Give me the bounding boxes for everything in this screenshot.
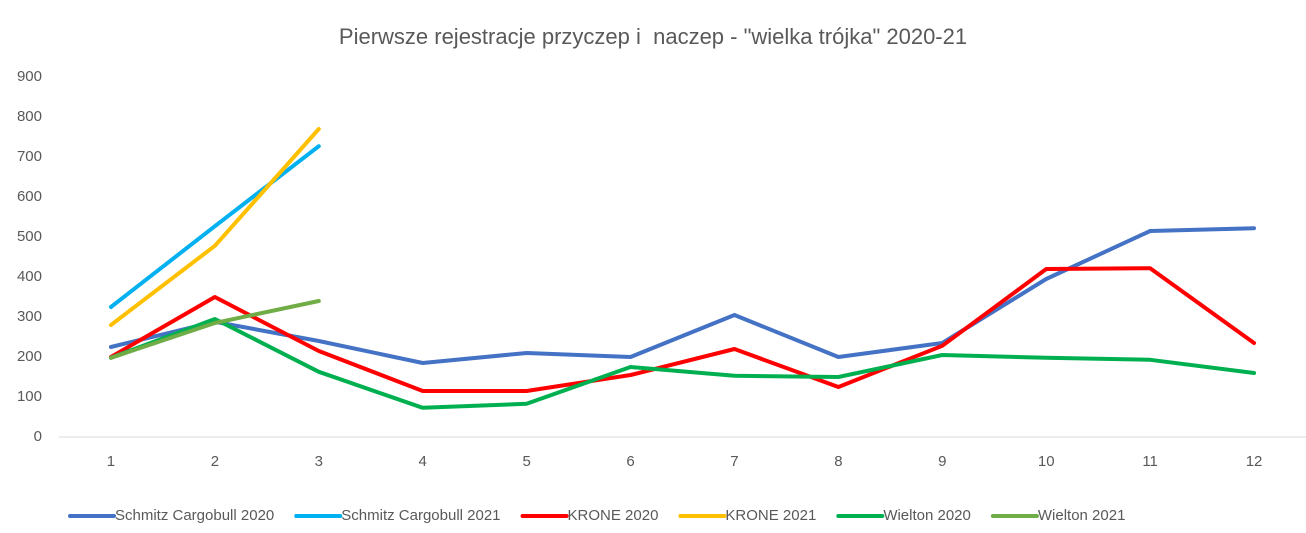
y-tick-label: 100 xyxy=(17,388,42,405)
x-tick-label: 9 xyxy=(938,453,946,470)
x-tick-label: 5 xyxy=(522,453,530,470)
line-series xyxy=(108,127,321,327)
x-tick-label: 2 xyxy=(211,453,219,470)
line-series xyxy=(108,317,1257,410)
x-tick-label: 7 xyxy=(730,453,738,470)
y-tick-label: 600 xyxy=(17,188,42,205)
y-tick-label: 900 xyxy=(17,68,42,85)
y-tick-label: 300 xyxy=(17,308,42,325)
line-series xyxy=(108,144,321,309)
legend-label: Wielton 2021 xyxy=(1038,507,1126,524)
legend-label: Wielton 2020 xyxy=(883,507,971,524)
x-tick-label: 10 xyxy=(1038,453,1055,470)
y-tick-label: 500 xyxy=(17,228,42,245)
line-series xyxy=(108,266,1257,393)
legend-label: KRONE 2021 xyxy=(725,507,816,524)
line-series xyxy=(108,299,321,360)
legend-label: KRONE 2020 xyxy=(568,507,659,524)
line-series xyxy=(108,226,1257,365)
x-tick-label: 3 xyxy=(315,453,323,470)
y-tick-label: 700 xyxy=(17,148,42,165)
y-tick-label: 200 xyxy=(17,348,42,365)
x-tick-label: 6 xyxy=(626,453,634,470)
y-tick-label: 0 xyxy=(34,428,42,445)
x-tick-label: 1 xyxy=(107,453,115,470)
x-tick-label: 11 xyxy=(1142,453,1158,470)
y-tick-label: 400 xyxy=(17,268,42,285)
x-tick-label: 12 xyxy=(1246,453,1263,470)
chart-title: Pierwsze rejestracje przyczep i naczep -… xyxy=(339,24,967,49)
legend-label: Schmitz Cargobull 2020 xyxy=(115,507,274,524)
legend-label: Schmitz Cargobull 2021 xyxy=(341,507,500,524)
x-tick-label: 8 xyxy=(834,453,842,470)
x-tick-label: 4 xyxy=(419,453,427,470)
y-tick-label: 800 xyxy=(17,108,42,125)
